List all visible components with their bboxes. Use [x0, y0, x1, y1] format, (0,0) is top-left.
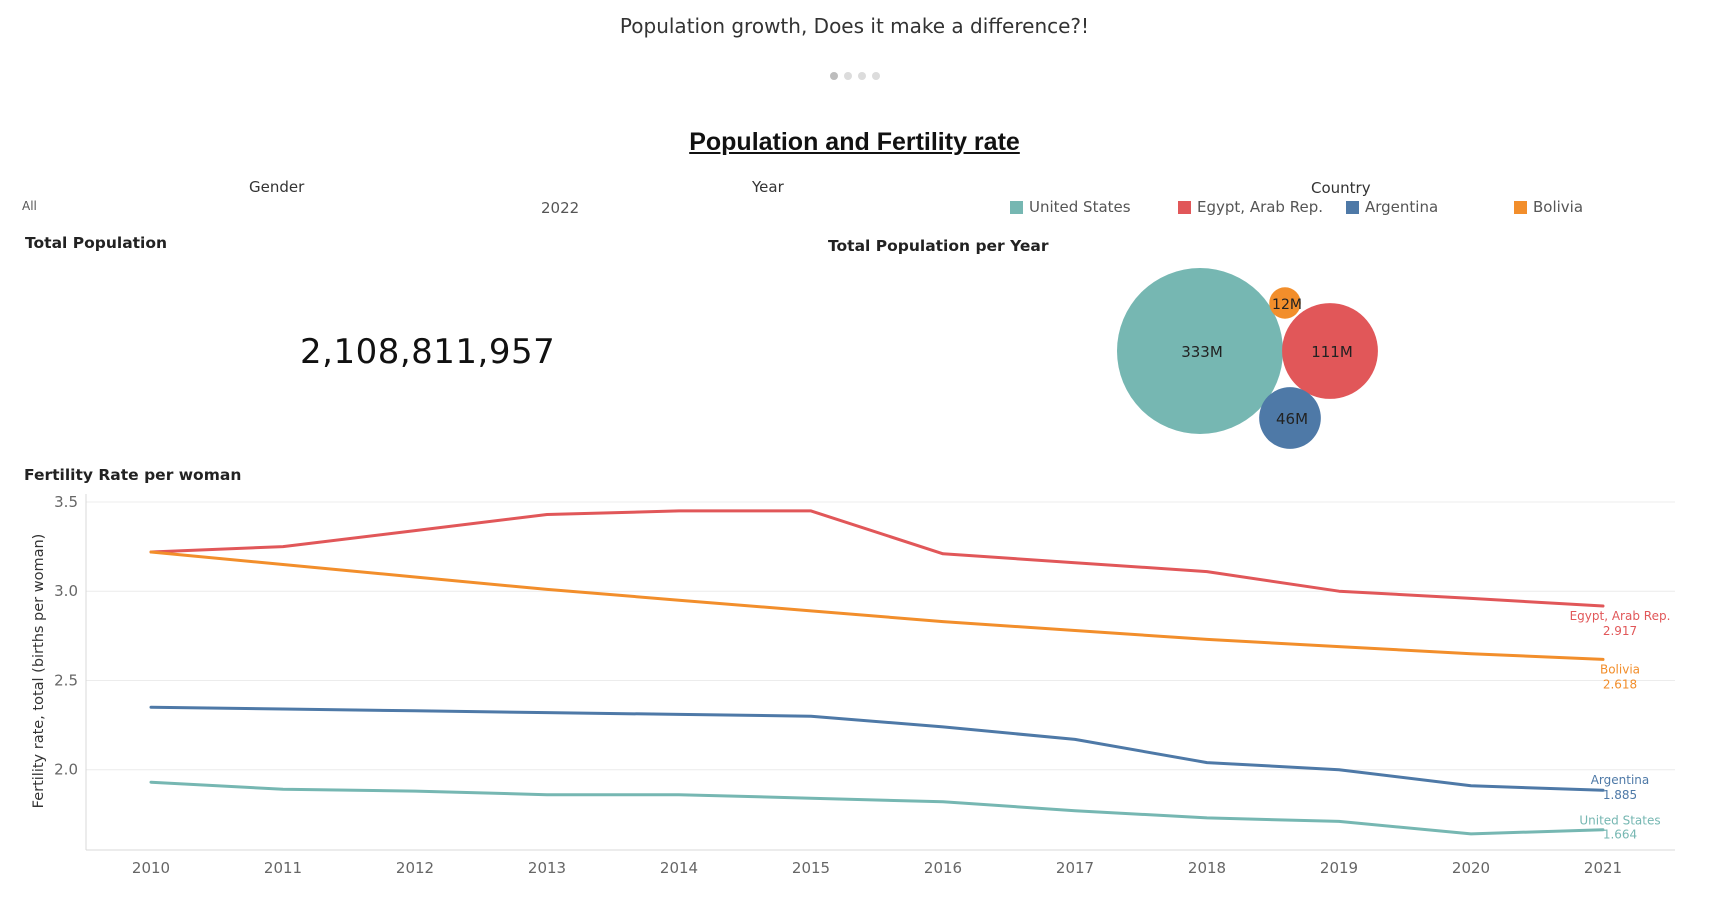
line-chart-title: Fertility Rate per woman — [24, 466, 242, 484]
x-tick-label: 2013 — [528, 859, 566, 877]
x-tick-label: 2017 — [1056, 859, 1094, 877]
bubble-chart: 333M 111M 46M 12M — [1117, 268, 1378, 449]
x-tick-label: 2016 — [924, 859, 962, 877]
story-point-1[interactable] — [829, 72, 838, 80]
y-tick-label: 3.0 — [54, 582, 78, 600]
legend-swatch — [1178, 200, 1191, 214]
bubble-label: 46M — [1276, 410, 1308, 428]
year-filter-value[interactable]: 2022 — [541, 199, 580, 217]
gender-filter-label: Gender — [249, 178, 305, 196]
story-point-3[interactable] — [857, 72, 866, 80]
x-tick-label: 2014 — [660, 859, 698, 877]
series-end-name: United States — [1579, 814, 1660, 828]
bubble-united-states[interactable] — [1117, 268, 1283, 434]
x-tick-label: 2015 — [792, 859, 830, 877]
series-end-name: Argentina — [1591, 773, 1650, 787]
y-axis-title: Fertility rate, total (births per woman) — [31, 534, 47, 809]
legend-item-united-states[interactable]: United States — [1010, 198, 1178, 216]
series-end-value: 1.664 — [1603, 828, 1637, 842]
fertility-line-chart: 2.0 2.5 3.0 3.5 2010 2011 2012 2013 2014 2015 2016… — [31, 493, 1675, 877]
series-line-bolivia[interactable] — [149, 550, 1605, 661]
gender-filter-value[interactable]: All — [22, 199, 37, 213]
legend-label: Bolivia — [1533, 198, 1584, 216]
story-navigation — [0, 72, 1709, 80]
series-end-name: Bolivia — [1600, 662, 1640, 676]
legend-label: Egypt, Arab Rep. — [1197, 198, 1323, 216]
bubble-bolivia[interactable] — [1269, 287, 1301, 319]
legend-label: United States — [1029, 198, 1131, 216]
x-tick-label: 2012 — [396, 859, 434, 877]
x-tick-label: 2010 — [132, 859, 170, 877]
country-legend: United States Egypt, Arab Rep. Argentina… — [1010, 198, 1634, 216]
total-population-value: 2,108,811,957 — [300, 332, 556, 372]
legend-label: Argentina — [1365, 198, 1439, 216]
bubble-label: 333M — [1181, 343, 1223, 361]
series-end-value: 2.618 — [1603, 677, 1637, 691]
x-tick-label: 2011 — [264, 859, 302, 877]
year-filter-label: Year — [752, 178, 784, 196]
bubble-egypt-arab-rep[interactable] — [1282, 303, 1378, 399]
bubble-label: 12M — [1272, 297, 1302, 313]
x-tick-label: 2018 — [1188, 859, 1226, 877]
total-population-title: Total Population — [25, 234, 168, 252]
legend-item-argentina[interactable]: Argentina — [1346, 198, 1514, 216]
dashboard-title: Population and Fertility rate — [689, 128, 1020, 156]
bubble-argentina[interactable] — [1259, 387, 1321, 449]
legend-swatch — [1514, 200, 1527, 214]
story-point-2[interactable] — [843, 72, 852, 80]
legend-item-bolivia[interactable]: Bolivia — [1514, 198, 1634, 216]
x-tick-label: 2021 — [1584, 859, 1622, 877]
bubble-chart-title: Total Population per Year — [828, 237, 1049, 255]
y-tick-label: 3.5 — [54, 493, 78, 511]
y-tick-label: 2.5 — [54, 671, 78, 689]
x-tick-label: 2020 — [1452, 859, 1490, 877]
country-filter-label: Country — [1311, 179, 1371, 197]
series-line-argentina[interactable] — [149, 705, 1605, 792]
series-end-name: Egypt, Arab Rep. — [1570, 609, 1671, 623]
series-end-value: 1.885 — [1603, 788, 1637, 802]
bubble-label: 111M — [1311, 343, 1353, 361]
legend-item-egypt[interactable]: Egypt, Arab Rep. — [1178, 198, 1346, 216]
series-line-egypt-arab-rep[interactable] — [149, 509, 1605, 608]
story-title: Population growth, Does it make a differ… — [619, 14, 1090, 38]
legend-swatch — [1346, 200, 1359, 214]
legend-swatch — [1010, 200, 1023, 214]
story-point-4[interactable] — [871, 72, 880, 80]
y-tick-label: 2.0 — [54, 761, 78, 779]
series-line-united-states[interactable] — [149, 780, 1605, 836]
x-tick-label: 2019 — [1320, 859, 1358, 877]
series-end-value: 2.917 — [1603, 624, 1637, 638]
